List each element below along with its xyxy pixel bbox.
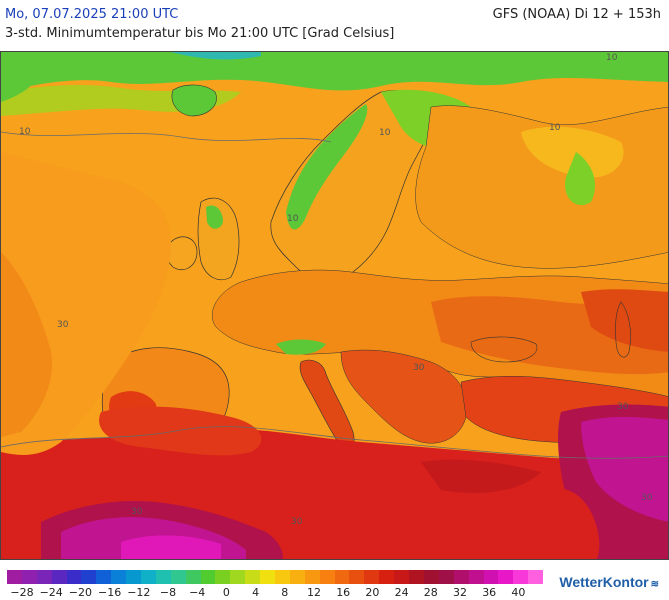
legend-label: 20 xyxy=(365,586,380,599)
caspian-sea-outline xyxy=(615,301,631,358)
brand-name: WetterKontor xyxy=(559,574,649,590)
atlantic-southwest xyxy=(1,252,52,437)
map-subtitle: 3-std. Minimumtemperatur bis Mo 21:00 UT… xyxy=(5,26,395,41)
legend-color-cell xyxy=(126,570,142,584)
norway-cool-zone xyxy=(286,104,368,230)
legend-label: 36 xyxy=(482,586,497,599)
middle-east-extreme xyxy=(581,416,668,522)
contour-label: 30 xyxy=(57,320,69,330)
legend-label: 24 xyxy=(394,586,409,599)
legend-color-cell xyxy=(81,570,97,584)
contour-label: 30 xyxy=(131,507,143,517)
legend-color-cell xyxy=(423,570,439,584)
contour-30-south xyxy=(1,426,668,459)
wetterkontor-logo[interactable]: WetterKontor ≋ xyxy=(559,574,659,590)
legend-color-cell xyxy=(349,570,365,584)
balkans xyxy=(340,349,468,444)
red-sea-hot xyxy=(541,488,600,559)
legend-color-cell xyxy=(528,570,544,584)
legend-label: −16 xyxy=(97,586,122,599)
contour-label: 30 xyxy=(291,517,303,527)
russia-south-hot-zone xyxy=(581,289,668,352)
legend-label: −20 xyxy=(68,586,92,599)
contour-label: 10 xyxy=(287,214,299,224)
legend-color-cell xyxy=(185,570,201,584)
legend-label: −28 xyxy=(10,586,34,599)
arkhangelsk-zone xyxy=(521,126,624,178)
contour-label: 10 xyxy=(606,53,618,63)
temperature-map-svg: 10 10 10 10 10 30 30 30 30 30 30 xyxy=(1,52,668,559)
wave-icon: ≋ xyxy=(650,579,659,590)
legend-color-cell xyxy=(245,570,261,584)
temperature-map[interactable]: 10 10 10 10 10 30 30 30 30 30 30 xyxy=(0,51,669,560)
legend-color-cell xyxy=(498,570,514,584)
legend-color-cell xyxy=(409,570,424,584)
map-header: Mo, 07.07.2025 21:00 UTC GFS (NOAA) Di 1… xyxy=(0,0,669,46)
legend-color-cell xyxy=(364,570,380,584)
legend-color-cell xyxy=(230,570,246,584)
greenland-edge xyxy=(1,52,44,102)
legend-label: −4 xyxy=(189,586,206,599)
legend-color-cell xyxy=(111,570,127,584)
cold-spot-north xyxy=(171,52,261,60)
north-cool-band xyxy=(1,52,668,92)
contour-10-north xyxy=(1,131,332,143)
legend-color-cell xyxy=(200,570,216,584)
contour-label: 30 xyxy=(641,493,653,503)
legend-color-cell xyxy=(260,570,276,584)
contour-label: 30 xyxy=(413,363,425,373)
legend-label: −12 xyxy=(127,586,151,599)
legend-color-cell xyxy=(51,570,67,584)
legend-color-cell xyxy=(141,570,156,584)
legend-label: −8 xyxy=(159,586,177,599)
legend-color-cell xyxy=(438,570,454,584)
sahara-extreme-2 xyxy=(121,535,221,559)
legend-color-cell xyxy=(468,570,484,584)
contour-label: 10 xyxy=(379,128,391,138)
legend-color-cell xyxy=(7,570,22,584)
black-sea-outline xyxy=(470,336,538,363)
ireland xyxy=(166,236,198,271)
north-africa-coast-hot xyxy=(99,406,262,456)
urals-cool-spot xyxy=(565,152,596,206)
legend-color-cell xyxy=(513,570,529,584)
legend-color-cell xyxy=(170,570,186,584)
legend-color-cell xyxy=(275,570,290,584)
legend-label: 12 xyxy=(307,586,321,599)
legend-color-cell xyxy=(394,570,410,584)
legend-color-cell xyxy=(304,570,320,584)
legend-label: 4 xyxy=(252,586,260,599)
iceland xyxy=(171,84,217,117)
valid-date-title: Mo, 07.07.2025 21:00 UTC xyxy=(5,7,179,22)
legend-label: 28 xyxy=(423,586,438,599)
legend-color-cell xyxy=(289,570,305,584)
legend-color-cell xyxy=(96,570,112,584)
legend-color-cell xyxy=(334,570,350,584)
legend-color-cell xyxy=(66,570,82,584)
legend-color-cell xyxy=(21,570,37,584)
legend-label: 32 xyxy=(453,586,467,599)
legend-color-cell xyxy=(453,570,469,584)
legend-color-cell xyxy=(155,570,171,584)
legend-color-cell xyxy=(215,570,231,584)
legend-color-bar xyxy=(7,570,544,584)
legend-label: 8 xyxy=(281,586,289,599)
legend-label: 40 xyxy=(511,586,526,599)
legend-label: 0 xyxy=(222,586,230,599)
legend-color-cell xyxy=(379,570,395,584)
temperature-legend: −28 −24 −20 −16 −12 −8 −4 0 4 8 12 16 20 24 28 32 36 40 W… xyxy=(0,566,669,600)
legend-label: −24 xyxy=(39,586,63,599)
east-med-hot xyxy=(421,459,541,493)
legend-color-cell xyxy=(36,570,52,584)
alps-cool-zone xyxy=(276,339,326,355)
contour-label: 30 xyxy=(617,402,629,412)
legend-label: 16 xyxy=(336,586,351,599)
scotland-cool-zone xyxy=(206,205,223,229)
contour-label: 10 xyxy=(549,123,561,133)
legend-color-cell xyxy=(319,570,335,584)
model-run-label: GFS (NOAA) Di 12 + 153h xyxy=(492,7,661,22)
contour-label: 10 xyxy=(19,127,31,137)
legend-color-cell xyxy=(483,570,499,584)
